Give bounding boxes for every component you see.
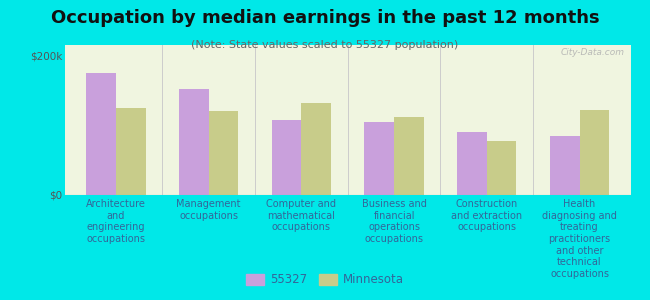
Bar	[116, 108, 146, 195]
Bar	[365, 122, 394, 195]
Bar	[487, 141, 517, 195]
Bar	[302, 103, 331, 195]
Text: Occupation by median earnings in the past 12 months: Occupation by median earnings in the pas…	[51, 9, 599, 27]
Bar	[580, 110, 609, 195]
Bar	[457, 132, 487, 195]
Bar	[394, 117, 424, 195]
Bar	[86, 73, 116, 195]
Legend: 55327, Minnesota: 55327, Minnesota	[242, 269, 408, 291]
Bar	[179, 89, 209, 195]
Bar	[209, 111, 239, 195]
Text: City-Data.com: City-Data.com	[561, 48, 625, 57]
Text: (Note: State values scaled to 55327 population): (Note: State values scaled to 55327 popu…	[191, 40, 459, 50]
Bar	[550, 136, 580, 195]
Bar	[272, 120, 302, 195]
